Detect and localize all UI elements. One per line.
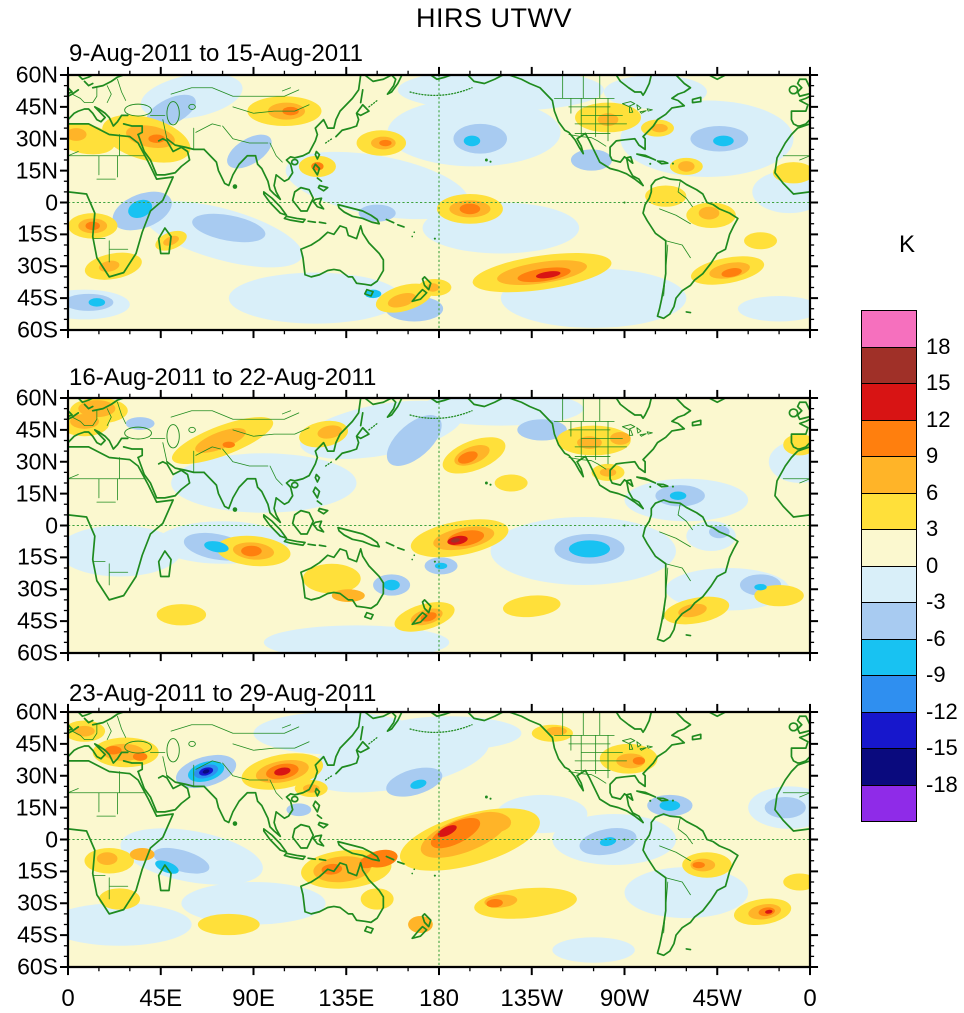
lat-tick-label: 15N xyxy=(15,794,58,821)
colorbar-tick-label: 12 xyxy=(926,406,951,432)
lat-tick-label: 0 xyxy=(45,512,58,538)
axis-ticks xyxy=(60,390,818,661)
axis-ticks xyxy=(60,67,818,338)
lon-tick-label: 135W xyxy=(500,985,564,1012)
colorbar-swatch xyxy=(861,310,917,348)
lat-tick-label: 60N xyxy=(15,384,58,411)
lon-tick-label: 45E xyxy=(139,985,183,1012)
colorbar-tick-label: 0 xyxy=(926,552,939,578)
colorbar-tick-label: -9 xyxy=(926,662,946,687)
lon-axis: 0 45E 90E 135E 180 135W 90W 45W 0 xyxy=(61,985,816,1013)
colorbar-swatch xyxy=(861,784,917,822)
anomaly-field xyxy=(68,712,810,967)
colorbar-tick-label: 6 xyxy=(926,479,939,505)
lon-tick-label: 0 xyxy=(61,985,75,1012)
lat-tick-label: 30S xyxy=(17,575,58,602)
colorbar-tick-label: -12 xyxy=(926,698,958,724)
anomaly-field xyxy=(68,75,810,330)
lat-tick-label: 15N xyxy=(15,157,58,184)
colorbar-tick-label: 3 xyxy=(926,516,939,541)
colorbar-swatch xyxy=(861,456,917,494)
axis-ticks xyxy=(60,704,818,975)
lon-tick-label: 90E xyxy=(232,985,275,1012)
colorbar-swatch xyxy=(861,638,917,676)
colorbar-swatch xyxy=(861,346,917,384)
colorbar-tick-label: 15 xyxy=(926,370,951,395)
colorbar-tick-label: -3 xyxy=(926,589,946,614)
colorbar-swatch xyxy=(861,748,917,786)
map-panel-week2 xyxy=(68,398,810,653)
colorbar-tick-label: -18 xyxy=(926,771,958,797)
colorbar-swatch xyxy=(861,675,917,713)
colorbar-tick-label: 18 xyxy=(926,333,951,359)
panel-title-week3: 23-Aug-2011 to 29-Aug-2011 xyxy=(69,680,377,707)
map-panel-week3 xyxy=(68,712,810,967)
lat-axis-week3: 60N 45N 30N 15N 0 15S 30S 45S 60S xyxy=(0,699,62,980)
lat-tick-label: 30S xyxy=(17,252,58,279)
lat-tick-label: 15S xyxy=(17,543,58,570)
lon-tick-label: 0 xyxy=(803,985,817,1012)
lat-tick-label: 15N xyxy=(15,480,58,507)
colorbar-swatch xyxy=(861,711,917,749)
lat-axis-week1: 60N 45N 30N 15N 0 15S 30S 45S 60S xyxy=(0,62,62,343)
colorbar-unit-label: K xyxy=(898,231,915,258)
lat-tick-label: 45N xyxy=(15,730,58,757)
lon-tick-label: 180 xyxy=(418,985,460,1012)
panel-title-week1: 9-Aug-2011 to 15-Aug-2011 xyxy=(69,40,363,67)
colorbar-tick-label: -15 xyxy=(926,735,958,760)
lat-tick-label: 0 xyxy=(45,826,58,852)
lat-tick-label: 15S xyxy=(17,857,58,884)
panel-title-week2: 16-Aug-2011 to 22-Aug-2011 xyxy=(69,364,377,391)
colorbar-swatch xyxy=(861,602,917,640)
colorbar-tick-label: -6 xyxy=(926,625,946,651)
colorbar-swatch xyxy=(861,529,917,567)
colorbar-tick-labels: 18 15 12 9 6 3 0 -3 -6 -9 -12 -15 -18 xyxy=(926,310,964,822)
colorbar-swatch xyxy=(861,492,917,530)
colorbar-tick-label: 9 xyxy=(926,443,939,468)
lon-tick-label: 90W xyxy=(599,985,650,1012)
lon-tick-label: 45W xyxy=(692,985,742,1012)
lat-tick-label: 45S xyxy=(17,284,58,311)
anomaly-field xyxy=(68,398,810,653)
figure-title: HIRS UTWV xyxy=(416,3,572,33)
lat-tick-label: 60S xyxy=(17,953,58,980)
colorbar-swatch xyxy=(861,383,917,421)
lon-tick-label: 135E xyxy=(318,985,375,1012)
lat-tick-label: 30N xyxy=(15,762,58,789)
colorbar-swatch xyxy=(861,419,917,457)
lat-tick-label: 30S xyxy=(17,889,58,916)
lat-tick-label: 60S xyxy=(17,316,58,343)
lat-tick-label: 0 xyxy=(45,189,58,215)
lat-tick-label: 30N xyxy=(15,448,58,475)
lat-tick-label: 60S xyxy=(17,639,58,666)
colorbar-swatch xyxy=(861,565,917,603)
lat-tick-label: 60N xyxy=(15,61,58,88)
lat-tick-label: 15S xyxy=(17,220,58,247)
lat-tick-label: 30N xyxy=(15,125,58,152)
lat-tick-label: 45N xyxy=(15,93,58,120)
lat-axis-week2: 60N 45N 30N 15N 0 15S 30S 45S 60S xyxy=(0,385,62,666)
lat-tick-label: 45N xyxy=(15,416,58,443)
lat-tick-label: 45S xyxy=(17,607,58,634)
map-panel-week1 xyxy=(68,75,810,330)
colorbar xyxy=(861,310,917,822)
lat-tick-label: 60N xyxy=(15,698,58,725)
lat-tick-label: 45S xyxy=(17,921,58,948)
